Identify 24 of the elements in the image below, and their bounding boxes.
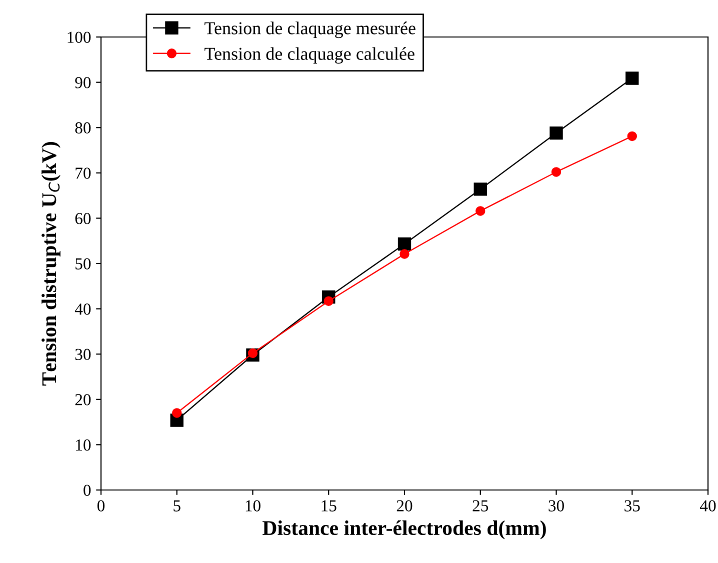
y-tick-label: 60 [75, 212, 91, 224]
x-tick-label: 10 [246, 500, 260, 512]
y-tick-label: 30 [75, 348, 91, 360]
y-tick-label: 90 [75, 77, 91, 88]
y-tick-label: 80 [75, 122, 91, 134]
x-tick-label: 20 [396, 500, 412, 512]
x-tick-label: 35 [624, 500, 640, 512]
y-tick-label: 10 [76, 439, 91, 451]
y-tick-label: 70 [76, 168, 91, 179]
x-tick-label: 15 [322, 500, 336, 512]
legend-label: Tension de claquage mesurée [204, 22, 416, 38]
x-axis-title: Distance inter-électrodes d(mm) [262, 520, 546, 540]
y-tick-label: 20 [75, 394, 91, 406]
y-axis-title: Tension distruptive U$_{C}$(kV) [42, 142, 60, 386]
y-tick-label: 40 [74, 304, 91, 315]
x-tick-label: 5 [174, 500, 180, 512]
y-tick-label: 50 [76, 258, 91, 270]
legend-label: Tension de claquage calculée [204, 47, 414, 64]
x-tick-label: 25 [472, 500, 488, 512]
x-tick-label: 0 [97, 500, 105, 512]
x-tick-label: 30 [548, 500, 564, 512]
y-tick-label: 100 [68, 32, 91, 43]
x-tick-label: 40 [700, 500, 716, 512]
y-tick-label: 0 [84, 484, 91, 496]
